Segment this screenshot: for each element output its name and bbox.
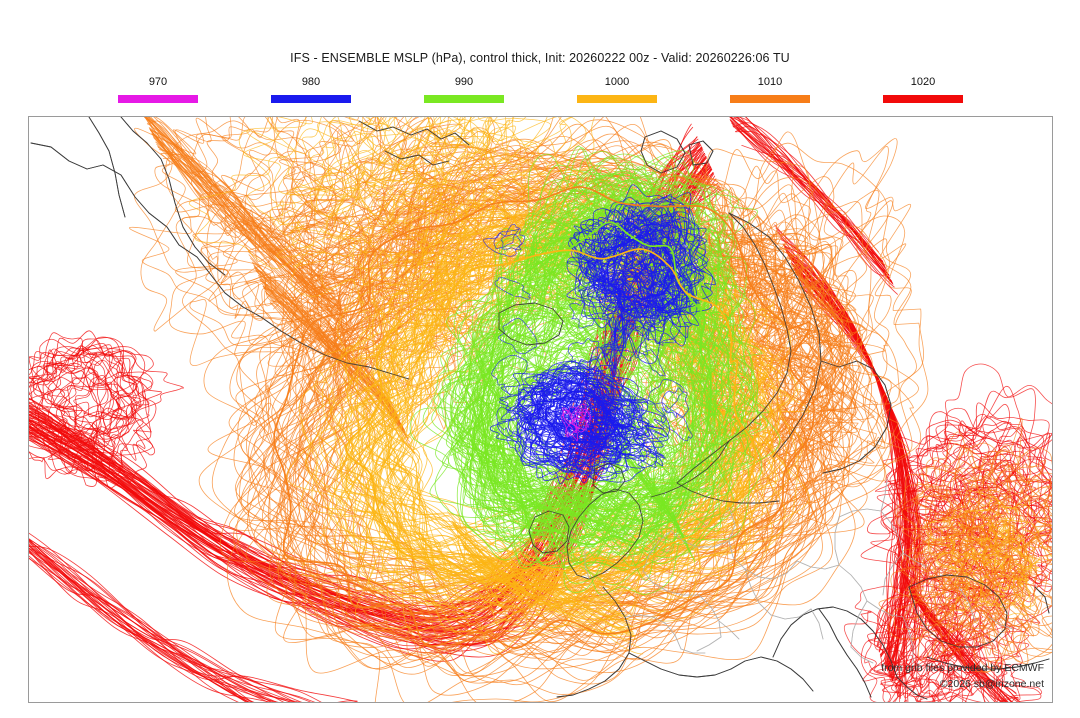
legend-entry-1010: 1010 bbox=[710, 76, 830, 103]
legend-swatch-1020 bbox=[883, 95, 963, 103]
legend-label-1020: 1020 bbox=[910, 76, 936, 88]
legend-swatch-1010 bbox=[730, 95, 810, 103]
legend-label-1000: 1000 bbox=[604, 76, 630, 88]
legend-label-1010: 1010 bbox=[757, 76, 783, 88]
legend-entry-1020: 1020 bbox=[863, 76, 983, 103]
legend-entry-990: 990 bbox=[404, 76, 524, 103]
contours-970 bbox=[561, 403, 592, 442]
legend-entry-970: 970 bbox=[98, 76, 218, 103]
page-title: IFS - ENSEMBLE MSLP (hPa), control thick… bbox=[290, 51, 790, 65]
legend-swatch-970 bbox=[118, 95, 198, 103]
legend-swatch-990 bbox=[424, 95, 504, 103]
legend-label-980: 980 bbox=[301, 76, 321, 88]
geography-layer-overlay bbox=[30, 117, 1050, 700]
control-member-contours bbox=[273, 186, 815, 649]
legend-swatch-1000 bbox=[577, 95, 657, 103]
legend-entry-1000: 1000 bbox=[557, 76, 677, 103]
legend-entry-980: 980 bbox=[251, 76, 371, 103]
legend-swatch-980 bbox=[271, 95, 351, 103]
contours-980 bbox=[483, 184, 716, 485]
map-frame[interactable]: from grib files provided by ECMWF ©2026 … bbox=[28, 116, 1053, 703]
contour-layer bbox=[29, 117, 1052, 702]
legend-label-970: 970 bbox=[148, 76, 168, 88]
pressure-legend: 970 980 990 1000 1010 1020 bbox=[0, 76, 1080, 108]
legend-label-990: 990 bbox=[454, 76, 474, 88]
ensemble-spaghetti-plot bbox=[29, 117, 1052, 702]
